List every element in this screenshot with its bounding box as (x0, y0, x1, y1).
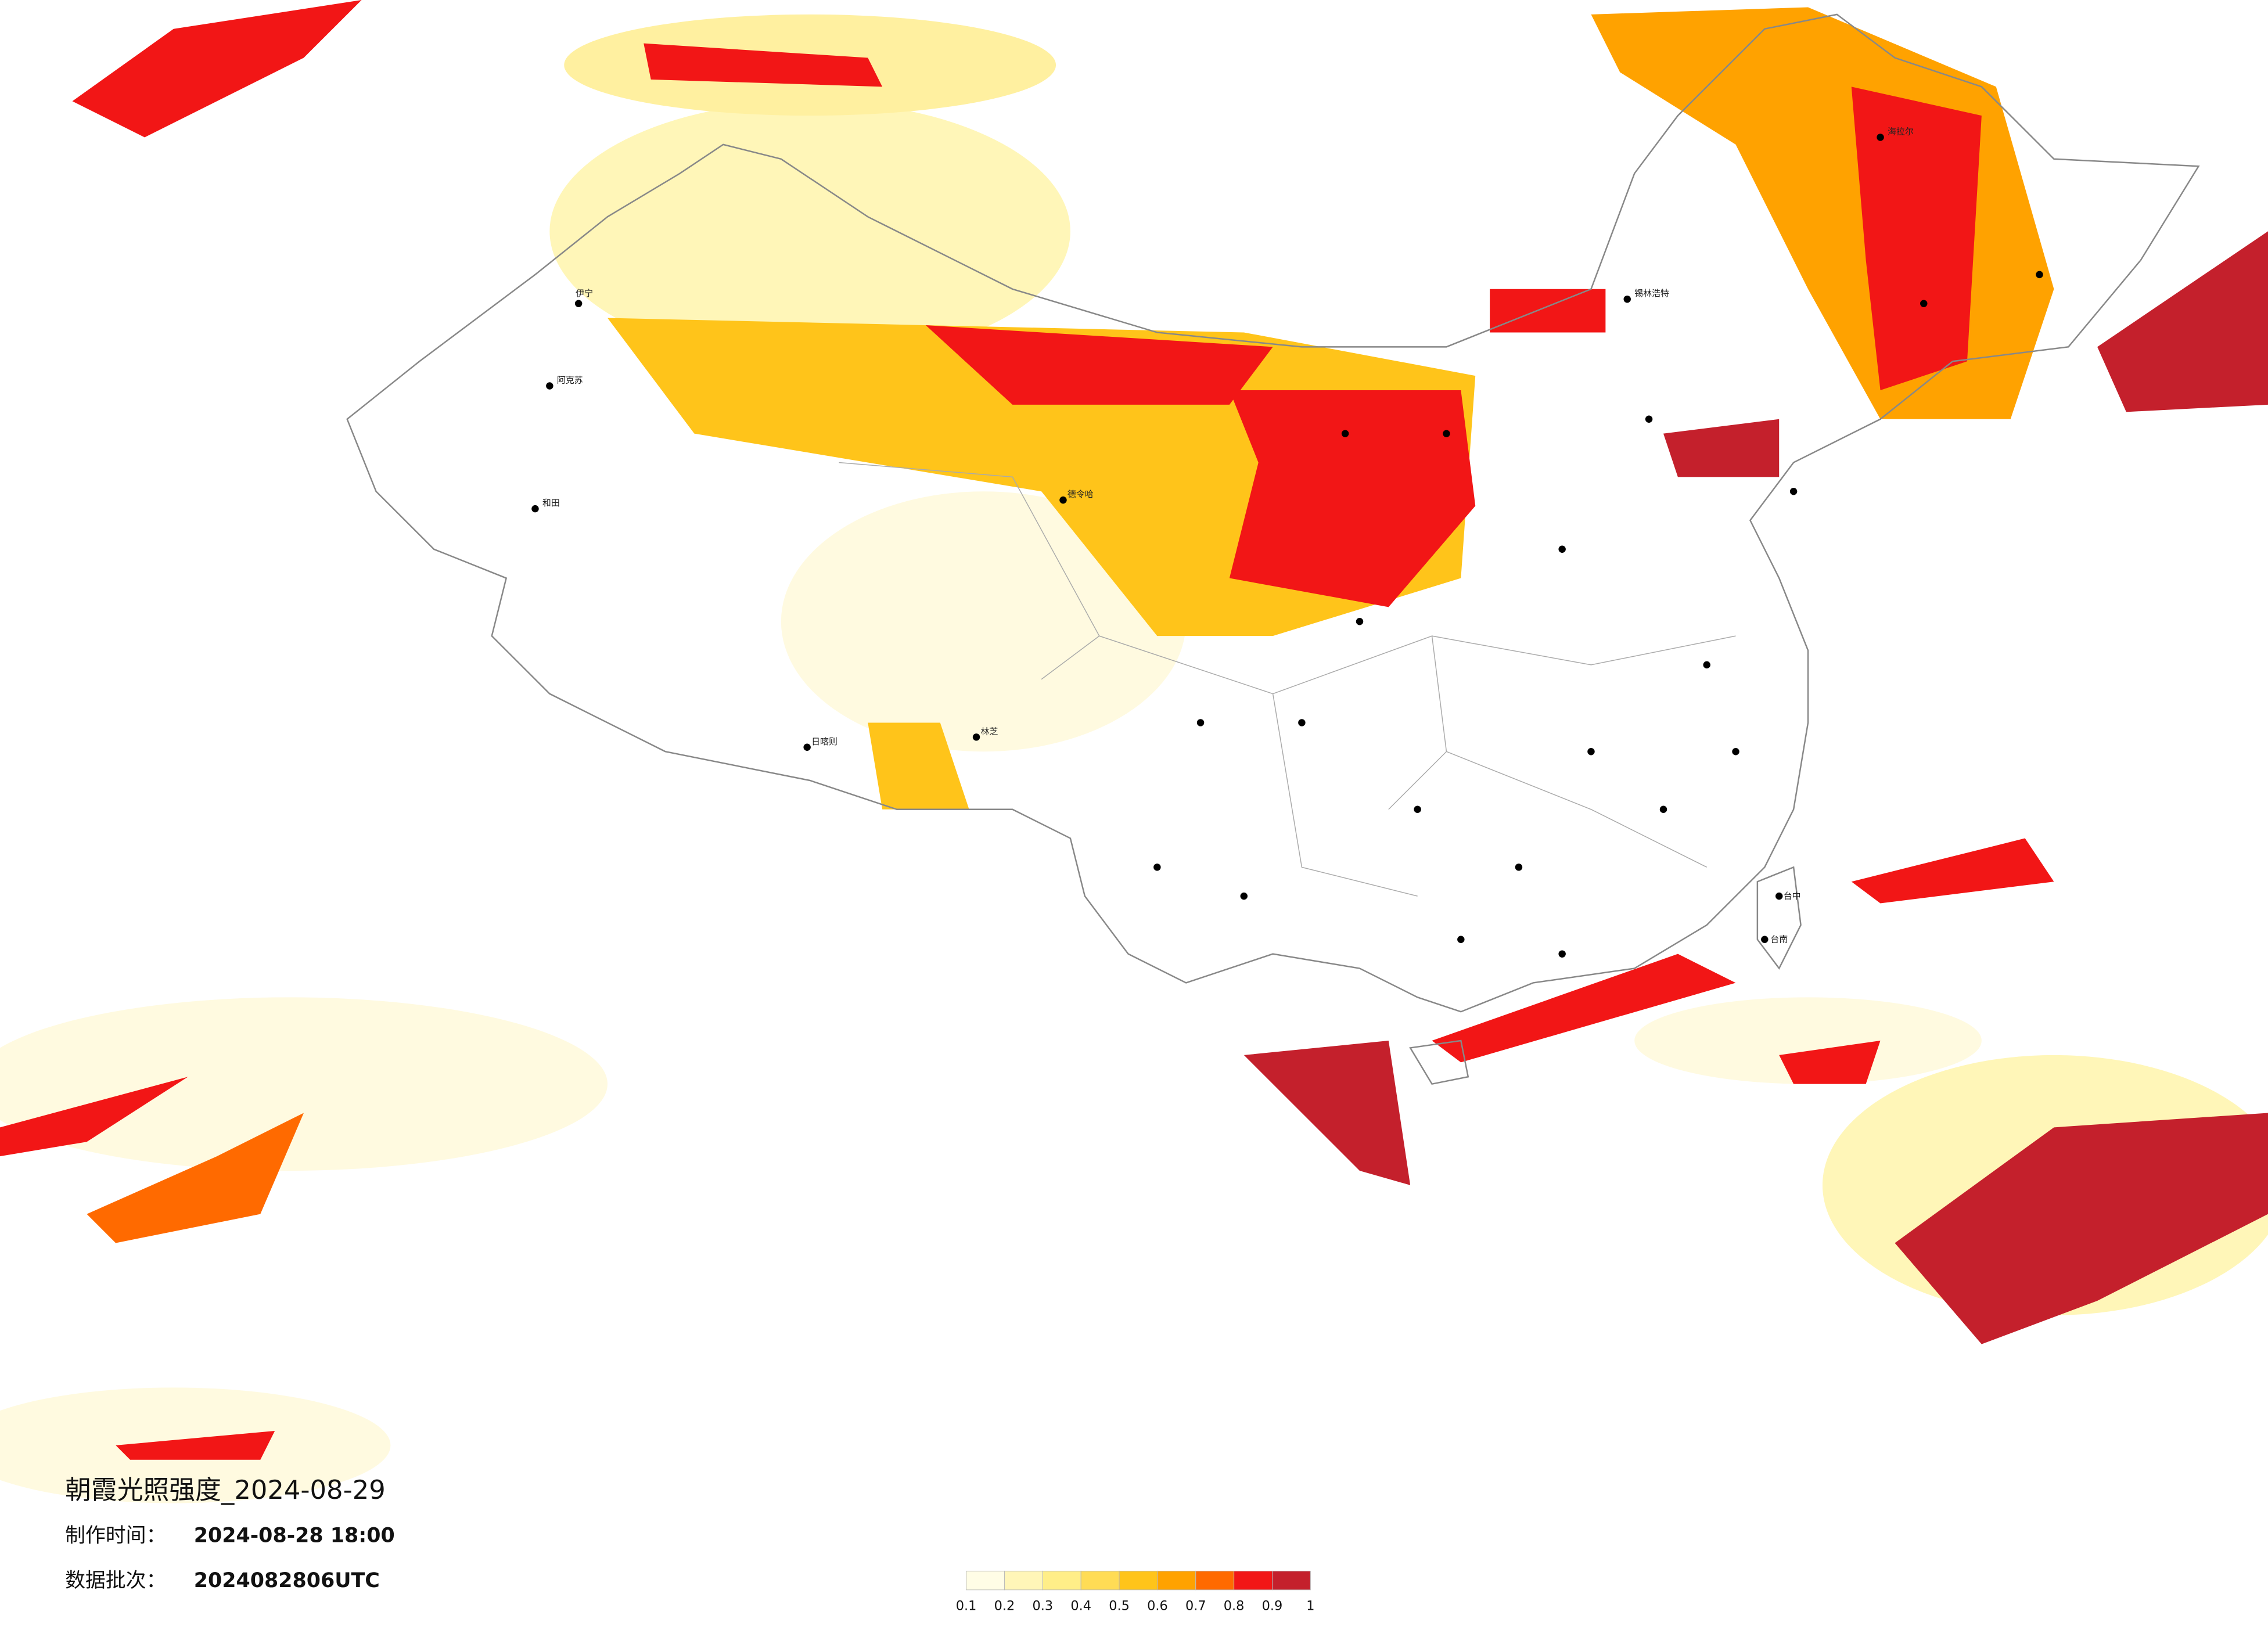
field-orange (868, 722, 969, 810)
legend-swatch (1157, 1570, 1196, 1591)
city-label: 德令哈 (1067, 489, 1094, 499)
legend-tick-label: 1 (1306, 1599, 1314, 1614)
city-dot (1443, 430, 1450, 437)
legend-tick-label: 0.2 (994, 1599, 1015, 1614)
field-darkred (1663, 419, 1780, 477)
legend-tick-label: 0.3 (1033, 1599, 1054, 1614)
city-dot (1920, 300, 1928, 307)
field-red (925, 325, 1273, 405)
city-label: 阿克苏 (557, 375, 583, 386)
city-dot (1623, 295, 1631, 303)
city-label: 锡林浩特 (1634, 288, 1669, 298)
city-dot (574, 300, 583, 307)
field-orange (87, 1113, 304, 1243)
island-border (1409, 1039, 1469, 1085)
city-label: 海拉尔 (1888, 126, 1914, 136)
field-darkred (1895, 1113, 2268, 1344)
city-dot (2036, 271, 2043, 279)
legend-tick-label: 0.4 (1070, 1599, 1091, 1614)
intensity-field (0, 0, 2268, 1503)
city-dot (1877, 134, 1884, 141)
legend-swatch (1119, 1570, 1158, 1591)
field-red (0, 1077, 188, 1157)
legend-swatch (1195, 1570, 1235, 1591)
city-dot (1356, 618, 1364, 625)
city-label: 伊宁 (576, 288, 593, 298)
city-dot (1240, 892, 1248, 900)
island-border (1756, 866, 1802, 970)
legend-swatch (1234, 1570, 1273, 1591)
legend-swatch (1004, 1570, 1043, 1591)
city-dot (803, 743, 811, 751)
city-dot (531, 505, 539, 513)
city-dot (1789, 488, 1798, 495)
city-dot (546, 382, 553, 390)
city-dot (1153, 864, 1161, 871)
field-light (0, 997, 608, 1171)
city-label: 日喀则 (811, 736, 838, 747)
legend-swatch (1042, 1570, 1081, 1591)
field-light (549, 101, 1070, 362)
city-dot (1732, 748, 1739, 756)
city-labels: 海拉尔 锡林浩特 阿克苏 和田 伊宁 德令哈 日喀则 林芝 台中 台南 (542, 126, 1914, 944)
city-dot (1659, 805, 1667, 813)
field-red (1779, 1041, 1881, 1084)
field-darkred (2097, 231, 2268, 412)
field-light (1634, 997, 1982, 1084)
city-dot (1558, 950, 1566, 958)
field-red (1432, 954, 1736, 1063)
info-value: 2024082806UTC (194, 1569, 380, 1592)
legend-tick-label: 0.8 (1224, 1599, 1245, 1614)
city-label: 台中 (1784, 891, 1801, 901)
field-red (644, 43, 883, 87)
legend-tick-label: 0.9 (1262, 1599, 1283, 1614)
info-label: 制作时间： (65, 1524, 166, 1548)
legend-tick-label: 0.6 (1147, 1599, 1168, 1614)
city-dot (1298, 719, 1306, 726)
city-dots (531, 134, 2043, 958)
field-red (1851, 838, 2054, 904)
legend-tick-label: 0.5 (1109, 1599, 1130, 1614)
city-label: 和田 (542, 498, 560, 508)
city-dot (1059, 496, 1067, 504)
province-border (839, 462, 1736, 897)
info-value: 2024-08-28 18:00 (194, 1524, 395, 1548)
info-label: 数据批次： (65, 1569, 166, 1592)
field-darkred (1243, 1041, 1411, 1185)
legend-swatch (1080, 1570, 1120, 1591)
city-dot (1558, 545, 1566, 553)
city-label: 林芝 (981, 726, 998, 736)
field-light (781, 491, 1187, 752)
city-dot (1196, 719, 1205, 726)
legend-swatch (966, 1570, 1005, 1591)
legend-tick-label: 0.7 (1185, 1599, 1206, 1614)
city-dot (1515, 864, 1523, 871)
city-label: 台南 (1770, 934, 1788, 945)
city-dot (1341, 430, 1349, 437)
city-dot (1457, 936, 1465, 943)
city-dot (972, 733, 980, 741)
city-dot (1645, 415, 1653, 423)
city-dot (1703, 661, 1710, 669)
field-red (1851, 87, 1982, 391)
map-title: 朝霞光照强度_2024-08-29 (65, 1474, 386, 1505)
field-red (116, 1431, 275, 1460)
country-border (346, 13, 2200, 1013)
legend-tick-label: 0.1 (956, 1599, 977, 1614)
city-dot (1414, 805, 1421, 813)
field-red (1229, 390, 1476, 607)
city-dot (1761, 936, 1769, 943)
city-dot (1775, 892, 1783, 900)
legend-swatch (1271, 1570, 1311, 1591)
field-red (72, 0, 362, 138)
city-dot (1587, 748, 1595, 756)
legend: 0.1 0.2 0.3 0.4 0.5 0.6 0.7 0.8 0.9 1 (956, 1570, 1314, 1614)
field-red (1490, 289, 1606, 333)
